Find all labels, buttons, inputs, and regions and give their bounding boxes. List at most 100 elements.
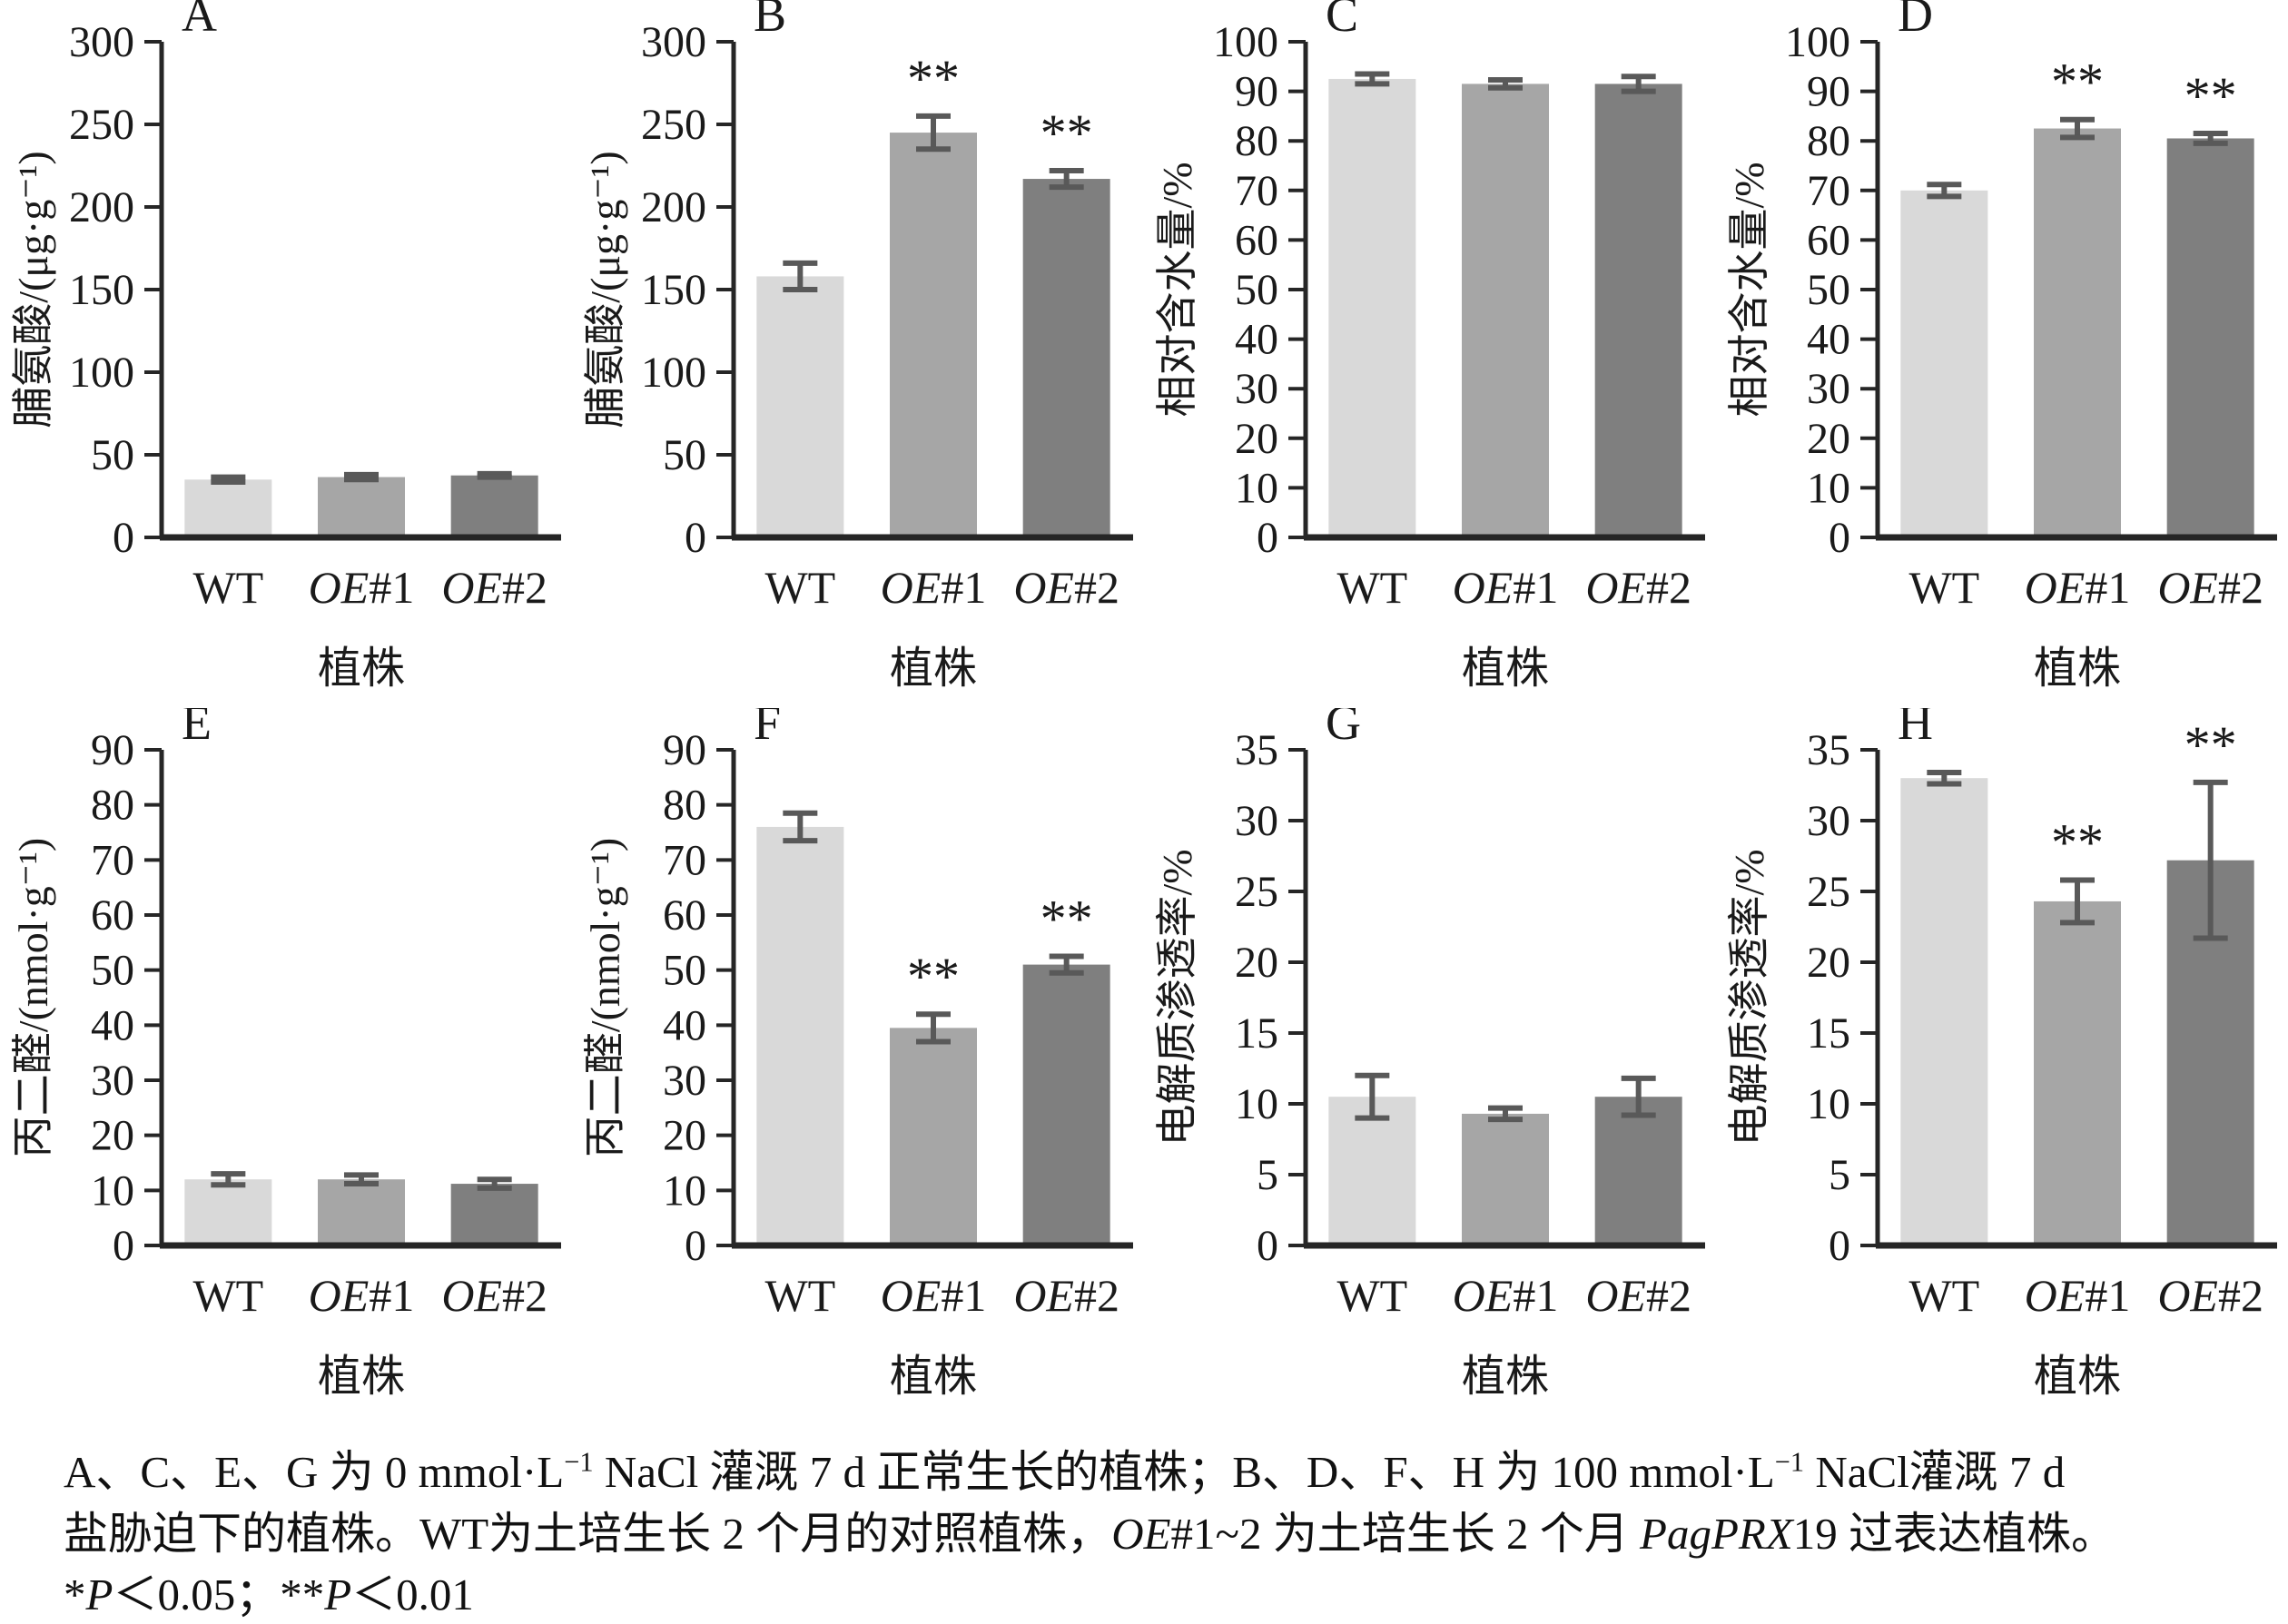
y-tick-label: 60 <box>1235 216 1278 264</box>
y-tick-label: 0 <box>1257 1222 1278 1270</box>
y-tick-label: 10 <box>1235 1080 1278 1128</box>
y-tick-label: 25 <box>1807 868 1850 916</box>
y-tick-label: 15 <box>1807 1009 1850 1058</box>
y-tick-label: 200 <box>69 183 134 231</box>
figure-caption: A、C、E、G 为 0 mmol·L−1 NaCl 灌溉 7 d 正常生长的植株… <box>64 1442 2261 1624</box>
y-tick-label: 0 <box>113 1222 134 1270</box>
y-axis-title: 脯氨酸/(μg·g⁻¹) <box>582 151 628 428</box>
x-tick-label: OE#1 <box>2025 562 2131 613</box>
y-tick-label: 30 <box>1235 365 1278 413</box>
caption-segment: ＜0.05；** <box>113 1570 325 1620</box>
y-tick-label: 0 <box>113 514 134 562</box>
x-tick-label-italic-part: OE <box>881 1270 942 1321</box>
y-tick-label: 80 <box>1807 117 1850 165</box>
x-axis-title: 植株 <box>890 1353 977 1401</box>
y-tick-label: 90 <box>663 726 706 774</box>
y-tick-label: 30 <box>663 1057 706 1105</box>
bar-OE#2 <box>1022 964 1110 1245</box>
bar-OE#1 <box>1462 1113 1549 1245</box>
significance-stars: ** <box>1040 890 1093 949</box>
x-tick-label: OE#1 <box>309 1270 415 1321</box>
bar-OE#1 <box>318 477 405 537</box>
caption-line-3: *P＜0.05；**P＜0.01 <box>64 1564 2261 1624</box>
x-tick-label: OE#2 <box>1013 1270 1119 1321</box>
y-tick-label: 60 <box>91 891 134 940</box>
y-tick-label: 0 <box>685 514 706 562</box>
caption-line-2: 盐胁迫下的植株。WT为土培生长 2 个月的对照植株，OE#1~2 为土培生长 2… <box>64 1503 2261 1565</box>
y-tick-label: 100 <box>1213 18 1278 66</box>
significance-stars: ** <box>2184 715 2237 774</box>
x-tick-label-plain-part: #2 <box>1646 562 1691 613</box>
y-tick-label: 100 <box>1785 18 1850 66</box>
y-tick-label: 25 <box>1235 868 1278 916</box>
bar-WT <box>1328 1097 1416 1245</box>
x-tick-label: OE#1 <box>881 562 987 613</box>
caption-segment: NaCl灌溉 7 d <box>1804 1447 2066 1497</box>
bar-OE#2 <box>450 1184 538 1245</box>
y-tick-label: 30 <box>1807 365 1850 413</box>
bar-OE#1 <box>2034 128 2121 538</box>
y-tick-label: 50 <box>663 947 706 995</box>
caption-segment: * <box>64 1570 86 1620</box>
panel-H: 0 5 10 15 20 25 30 35 WT ** OE#1 ** OE#2 H 电解质渗透率/% 植株 <box>1716 708 2288 1416</box>
x-tick-label: OE#2 <box>1585 1270 1691 1321</box>
bar-OE#1 <box>2034 901 2121 1245</box>
bar-OE#2 <box>1594 1097 1682 1245</box>
bar-WT <box>184 479 272 537</box>
y-tick-label: 90 <box>1235 68 1278 116</box>
x-tick-label-italic-part: OE <box>1585 1270 1646 1321</box>
bar-WT <box>756 826 844 1245</box>
x-axis-title: 植株 <box>890 645 977 693</box>
x-tick-label: WT <box>764 562 835 613</box>
panel-letter: D <box>1898 0 1933 42</box>
x-tick-label-italic-part: OE <box>2025 562 2086 613</box>
x-tick-label: WT <box>1908 1270 1979 1321</box>
y-tick-label: 10 <box>1807 1080 1850 1128</box>
x-tick-label-plain-part: #2 <box>2218 1270 2263 1321</box>
y-axis-title: 相对含水量/% <box>1154 162 1200 417</box>
x-tick-label: WT <box>1336 1270 1407 1321</box>
y-tick-label: 20 <box>1235 415 1278 463</box>
x-tick-label-italic-part: OE <box>441 562 502 613</box>
y-tick-label: 90 <box>91 726 134 774</box>
y-tick-label: 40 <box>91 1001 134 1049</box>
y-tick-label: 30 <box>91 1057 134 1105</box>
y-tick-label: 60 <box>1807 216 1850 264</box>
bar-WT <box>1900 190 1988 538</box>
x-tick-label-italic-part: OE <box>1453 562 1514 613</box>
y-tick-label: 0 <box>1829 514 1850 562</box>
x-tick-label-plain-part: #2 <box>1646 1270 1691 1321</box>
x-tick-label: WT <box>1908 562 1979 613</box>
x-tick-label-plain-part: #2 <box>2218 562 2263 613</box>
y-tick-label: 10 <box>1807 464 1850 512</box>
y-tick-label: 50 <box>1235 266 1278 314</box>
y-tick-label: 70 <box>1807 167 1850 215</box>
y-tick-label: 0 <box>685 1222 706 1270</box>
bar-OE#2 <box>450 475 538 537</box>
panel-F: 0 10 20 30 40 50 60 70 80 90 WT ** OE#1 ** OE#2 F 丙二醛/(n… <box>572 708 1144 1416</box>
x-tick-label: OE#2 <box>441 562 547 613</box>
significance-stars: ** <box>2184 66 2237 125</box>
y-tick-label: 90 <box>1807 68 1850 116</box>
x-tick-label: OE#1 <box>1453 562 1559 613</box>
y-tick-label: 30 <box>1235 797 1278 845</box>
significance-stars: ** <box>907 947 960 1006</box>
y-tick-label: 150 <box>641 266 706 314</box>
caption-segment: 19 过表达植株。 <box>1792 1508 2116 1559</box>
significance-stars: ** <box>1040 103 1093 162</box>
x-tick-label: WT <box>764 1270 835 1321</box>
y-tick-label: 150 <box>69 266 134 314</box>
y-tick-label: 250 <box>641 101 706 149</box>
panel-letter: G <box>1326 708 1361 750</box>
x-axis-title: 植株 <box>318 1353 405 1401</box>
x-tick-label-italic-part: OE <box>1013 562 1074 613</box>
y-tick-label: 50 <box>1807 266 1850 314</box>
y-tick-label: 5 <box>1257 1151 1278 1199</box>
caption-segment: PagPRX <box>1640 1508 1793 1559</box>
x-axis-title: 植株 <box>2034 1353 2121 1401</box>
x-axis-title: 植株 <box>2034 645 2121 693</box>
bar-OE#2 <box>1022 179 1110 537</box>
